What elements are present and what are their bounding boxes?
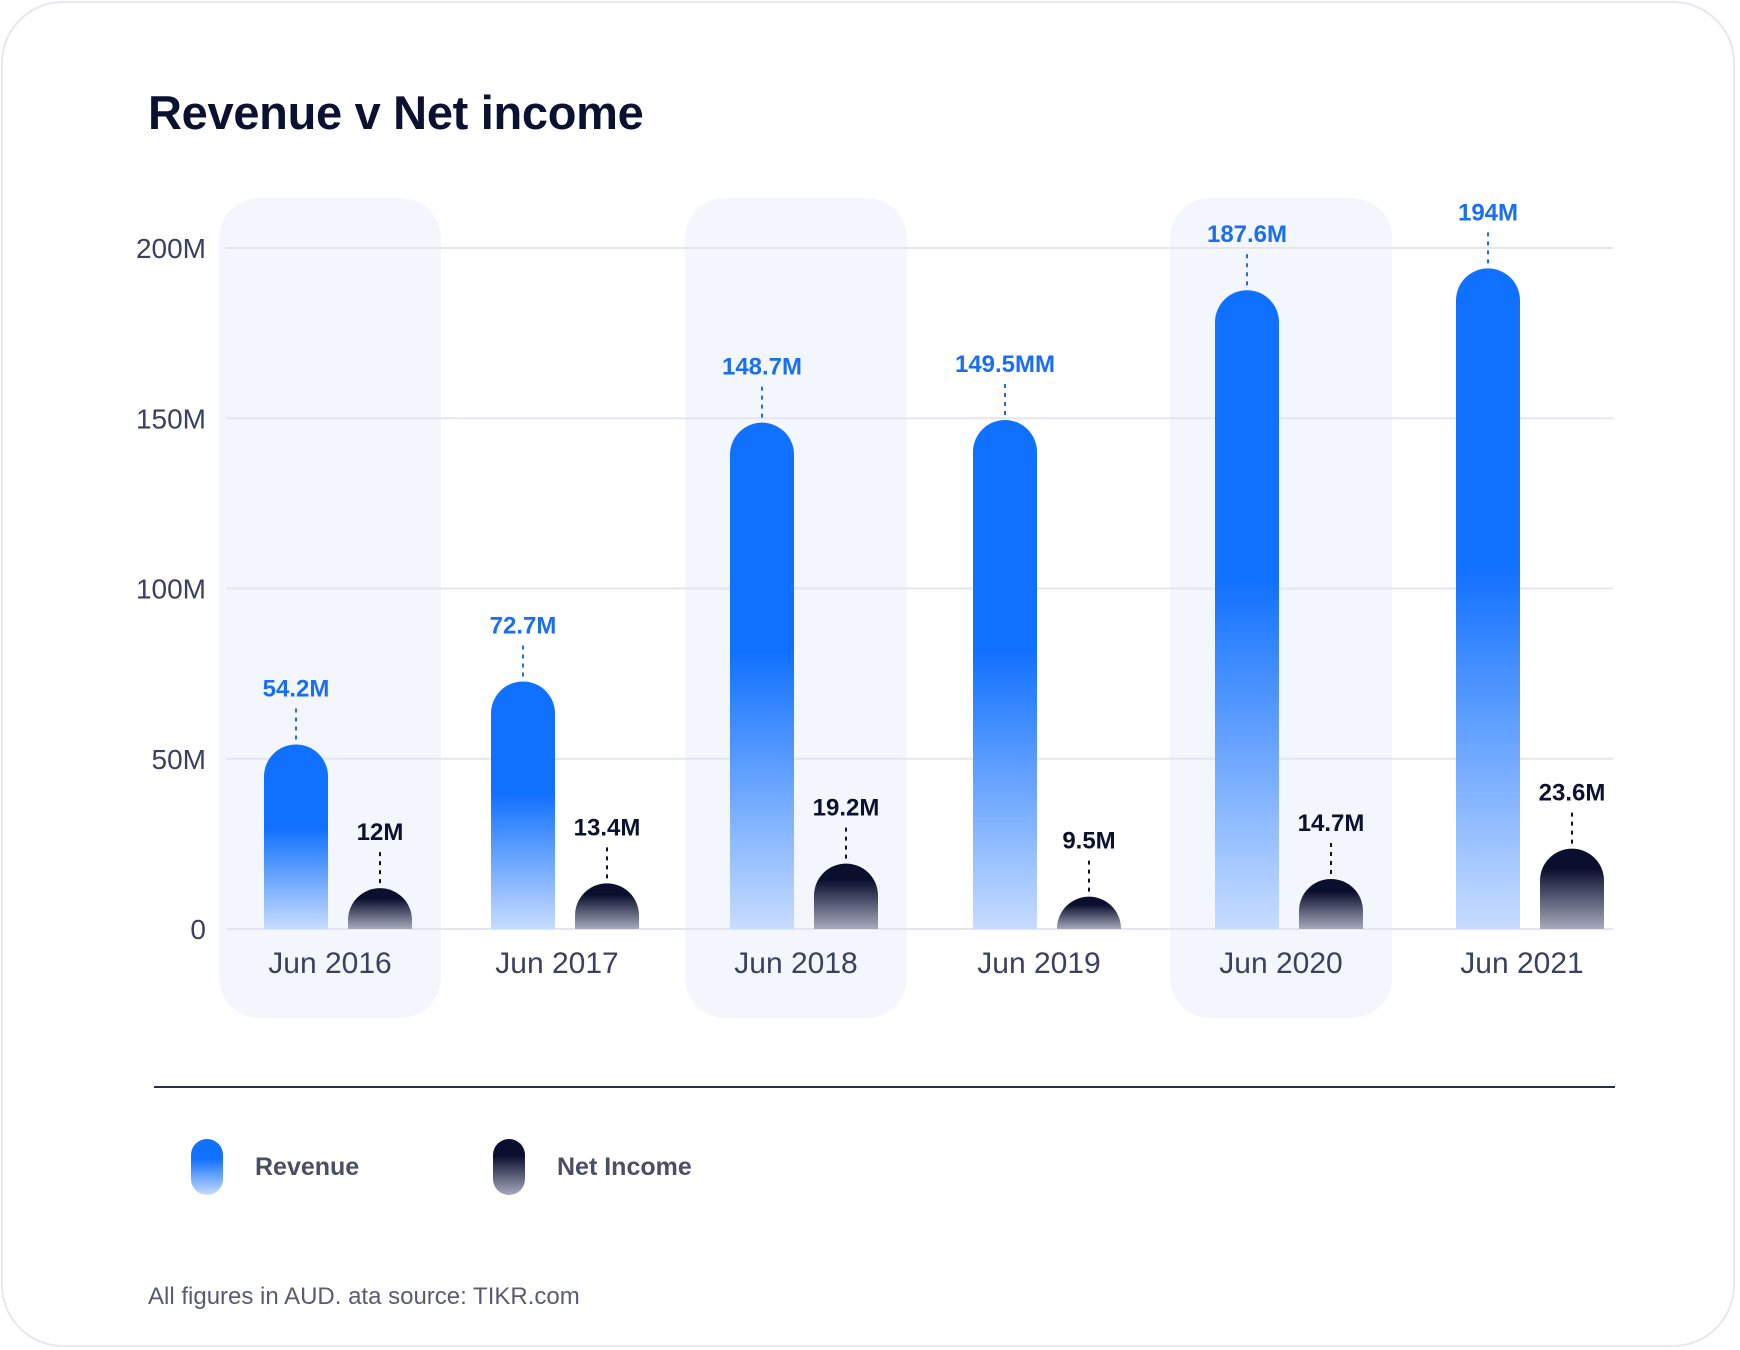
net-income-value-label: 9.5M [1062, 828, 1115, 855]
net-income-value-label: 14.7M [1298, 810, 1365, 837]
net-income-bar [575, 883, 639, 929]
revenue-bar [1456, 268, 1520, 929]
chart-plot: 0 50M 100M 150M 200M 54.2M 12M Jun 2016 72.7M 13.… [136, 198, 1613, 1018]
legend-item-revenue: Revenue [191, 1139, 359, 1195]
x-category-label: Jun 2019 [977, 947, 1100, 980]
x-category-label: Jun 2017 [495, 947, 618, 980]
y-tick-label: 150M [136, 403, 206, 434]
net-income-value-label: 19.2M [813, 795, 880, 822]
legend-label: Net Income [557, 1152, 692, 1181]
revenue-value-label: 72.7M [490, 612, 557, 639]
legend-item-net-income: Net Income [493, 1139, 692, 1195]
x-category-label: Jun 2016 [268, 947, 391, 980]
highlight-band [219, 198, 441, 1018]
source-footnote: All figures in AUD. ata source: TIKR.com [148, 1283, 580, 1310]
net-income-value-label: 13.4M [574, 814, 641, 841]
revenue-bar [730, 422, 794, 929]
legend-swatch [191, 1139, 223, 1195]
x-category-label: Jun 2021 [1460, 947, 1583, 980]
legend-label: Revenue [255, 1152, 360, 1181]
chart-title: Revenue v Net income [148, 86, 644, 139]
y-tick-label: 50M [152, 744, 206, 775]
revenue-value-label: 194M [1458, 199, 1518, 226]
revenue-value-label: 149.5MM [955, 351, 1055, 378]
revenue-value-label: 187.6M [1207, 221, 1287, 248]
legend-swatch [493, 1139, 525, 1195]
net-income-bar [1299, 878, 1363, 929]
revenue-bar [1215, 290, 1279, 929]
net-income-value-label: 23.6M [1539, 780, 1606, 807]
revenue-bar [491, 681, 555, 929]
net-income-bar [1057, 896, 1121, 929]
revenue-bar [264, 744, 328, 929]
net-income-bar [814, 863, 878, 929]
revenue-value-label: 54.2M [263, 675, 330, 702]
revenue-bar [973, 419, 1037, 929]
y-tick-label: 100M [136, 574, 206, 605]
x-category-label: Jun 2018 [734, 947, 857, 980]
revenue-value-label: 148.7M [722, 354, 802, 381]
legend-divider [154, 1086, 1615, 1088]
x-category-label: Jun 2020 [1219, 947, 1342, 980]
net-income-bar [1540, 848, 1604, 929]
net-income-bar [348, 888, 412, 929]
y-tick-label: 0 [190, 914, 206, 945]
y-tick-label: 200M [136, 233, 206, 264]
net-income-value-label: 12M [357, 819, 404, 846]
